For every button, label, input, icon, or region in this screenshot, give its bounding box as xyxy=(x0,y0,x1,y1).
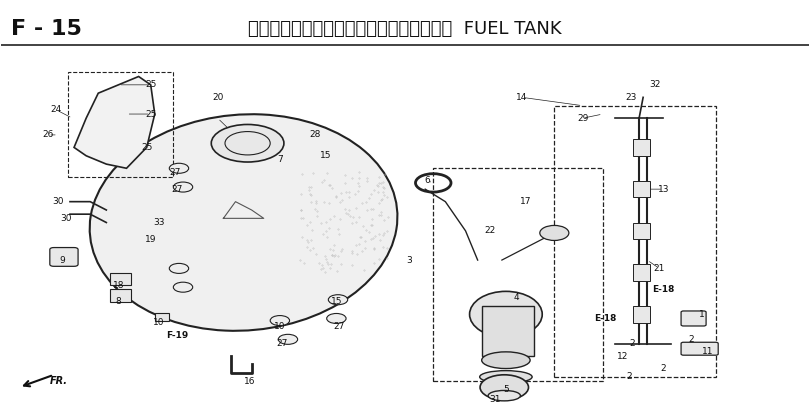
Circle shape xyxy=(279,334,297,344)
FancyBboxPatch shape xyxy=(681,342,718,355)
Text: 1: 1 xyxy=(699,310,705,319)
Text: E-18: E-18 xyxy=(652,285,675,294)
Text: 27: 27 xyxy=(276,339,288,348)
Polygon shape xyxy=(74,76,155,168)
Circle shape xyxy=(326,313,346,323)
Text: ถังน้ำมันเชื้อเพลิง  FUEL TANK: ถังน้ำมันเชื้อเพลิง FUEL TANK xyxy=(248,19,562,37)
Circle shape xyxy=(480,375,528,400)
Text: F-19: F-19 xyxy=(166,331,189,340)
Text: 20: 20 xyxy=(212,93,224,102)
Text: 32: 32 xyxy=(650,80,661,89)
Text: 24: 24 xyxy=(51,105,62,114)
Ellipse shape xyxy=(480,370,532,383)
Ellipse shape xyxy=(470,291,542,337)
Circle shape xyxy=(169,163,189,173)
Text: F - 15: F - 15 xyxy=(11,18,82,39)
Text: 11: 11 xyxy=(702,347,714,356)
FancyBboxPatch shape xyxy=(50,247,78,266)
Text: 5: 5 xyxy=(503,385,509,394)
Text: 16: 16 xyxy=(245,377,256,386)
Circle shape xyxy=(539,226,569,241)
Bar xyxy=(433,168,603,381)
Text: FR.: FR. xyxy=(50,376,68,386)
Text: 4: 4 xyxy=(514,293,519,302)
Circle shape xyxy=(271,315,289,326)
Text: 18: 18 xyxy=(113,281,124,290)
Ellipse shape xyxy=(90,114,398,331)
Text: 6: 6 xyxy=(424,176,430,185)
Text: 3: 3 xyxy=(406,255,412,265)
Text: E-18: E-18 xyxy=(594,314,616,323)
Circle shape xyxy=(173,282,193,292)
Text: 29: 29 xyxy=(577,114,588,123)
Text: 19: 19 xyxy=(145,235,156,244)
Text: 10: 10 xyxy=(153,318,164,327)
Text: 27: 27 xyxy=(333,322,344,331)
Text: 8: 8 xyxy=(116,297,121,306)
Text: 2: 2 xyxy=(627,373,633,381)
Bar xyxy=(110,273,130,285)
Text: 2: 2 xyxy=(688,335,694,344)
Text: 22: 22 xyxy=(484,226,496,235)
Circle shape xyxy=(173,182,193,192)
Text: 12: 12 xyxy=(617,352,629,360)
Text: 15: 15 xyxy=(320,151,331,160)
Circle shape xyxy=(211,124,284,162)
Bar xyxy=(482,306,534,356)
Bar xyxy=(633,139,650,156)
Bar xyxy=(633,223,650,239)
Text: 31: 31 xyxy=(490,395,501,404)
Text: 26: 26 xyxy=(42,130,54,139)
Text: 28: 28 xyxy=(309,130,320,139)
Text: 2: 2 xyxy=(630,339,636,348)
Text: 25: 25 xyxy=(145,80,156,89)
Bar xyxy=(155,313,169,320)
Bar xyxy=(633,264,650,281)
Text: 10: 10 xyxy=(274,322,286,331)
Text: 23: 23 xyxy=(625,93,637,102)
Text: 9: 9 xyxy=(59,255,65,265)
Text: 25: 25 xyxy=(141,143,152,152)
Circle shape xyxy=(328,295,347,304)
Text: 2: 2 xyxy=(660,364,666,373)
Bar xyxy=(633,306,650,323)
Bar xyxy=(554,106,716,377)
Text: 21: 21 xyxy=(654,264,665,273)
Text: 13: 13 xyxy=(658,185,669,194)
Ellipse shape xyxy=(482,352,530,368)
Text: 25: 25 xyxy=(145,110,156,118)
FancyBboxPatch shape xyxy=(681,311,706,326)
Text: 15: 15 xyxy=(330,297,342,306)
Bar xyxy=(110,289,130,302)
Circle shape xyxy=(169,263,189,273)
Bar xyxy=(67,72,173,177)
Text: 7: 7 xyxy=(277,155,283,165)
Text: 27: 27 xyxy=(172,185,183,194)
Text: 27: 27 xyxy=(169,168,181,177)
Bar xyxy=(633,181,650,197)
Text: 33: 33 xyxy=(153,218,164,227)
Text: 30: 30 xyxy=(52,197,64,206)
Text: 17: 17 xyxy=(520,197,532,206)
Text: 30: 30 xyxy=(60,214,72,223)
Ellipse shape xyxy=(488,391,521,401)
Text: 14: 14 xyxy=(516,93,528,102)
